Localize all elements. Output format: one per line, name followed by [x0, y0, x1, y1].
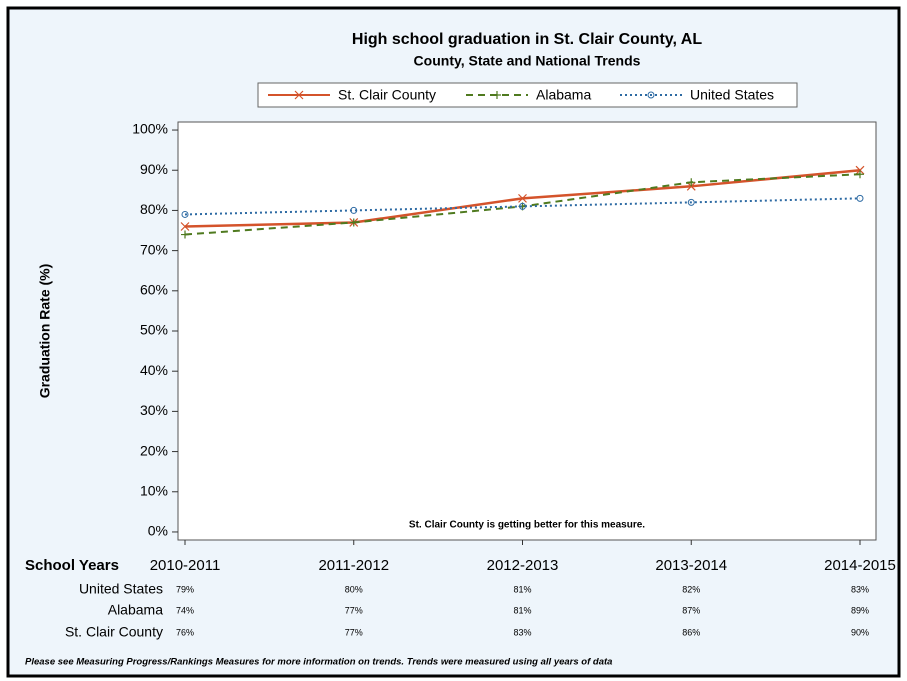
- table-cell: 81%: [513, 605, 531, 615]
- table-cell: 82%: [682, 584, 700, 594]
- table-cell: 89%: [851, 605, 869, 615]
- table-cell: 80%: [345, 584, 363, 594]
- footnote: Please see Measuring Progress/Rankings M…: [25, 657, 612, 668]
- marker: [493, 91, 501, 99]
- x-tick-label: 2010-2011: [150, 557, 221, 574]
- table-cell: 83%: [851, 584, 869, 594]
- y-tick-label: 40%: [140, 362, 168, 378]
- chart-subtitle: County, State and National Trends: [414, 53, 641, 69]
- legend-label: Alabama: [536, 87, 591, 103]
- chart-title: High school graduation in St. Clair Coun…: [352, 31, 702, 48]
- y-tick-label: 30%: [140, 402, 168, 418]
- marker: [180, 222, 190, 231]
- table-cell: 86%: [682, 627, 700, 637]
- marker: [181, 210, 189, 218]
- y-tick-label: 90%: [140, 161, 168, 177]
- legend-label: St. Clair County: [338, 87, 436, 103]
- x-tick-label: 2011-2012: [318, 557, 389, 574]
- y-axis-label: Graduation Rate (%): [37, 264, 53, 399]
- table-cell: 74%: [176, 605, 194, 615]
- table-row-label: Alabama: [108, 602, 163, 618]
- y-tick-label: 70%: [140, 241, 168, 257]
- y-tick-label: 60%: [140, 282, 168, 298]
- x-tick-label: 2013-2014: [655, 557, 727, 574]
- legend-label: United States: [690, 87, 774, 103]
- table-cell: 87%: [682, 605, 700, 615]
- marker: [519, 202, 526, 210]
- table-row-label: United States: [79, 581, 163, 597]
- table-cell: 79%: [176, 584, 194, 594]
- x-tick-label: 2012-2013: [487, 557, 559, 574]
- marker: [349, 218, 358, 227]
- marker: [687, 178, 696, 187]
- marker: [518, 193, 527, 203]
- table-cell: 83%: [513, 627, 531, 637]
- table-cell: 76%: [176, 627, 194, 637]
- y-tick-label: 20%: [140, 442, 168, 458]
- table-cell: 90%: [851, 627, 869, 637]
- x-tick-label: 2014-2015: [824, 557, 896, 574]
- y-tick-label: 80%: [140, 201, 168, 217]
- table-cell: 77%: [345, 605, 363, 615]
- marker: [294, 90, 304, 100]
- marker: [181, 230, 189, 239]
- marker: [856, 170, 864, 179]
- table-row-label: St. Clair County: [65, 624, 163, 640]
- y-tick-label: 50%: [140, 322, 168, 338]
- marker: [350, 206, 358, 214]
- table-cell: 77%: [345, 627, 363, 637]
- y-tick-label: 100%: [132, 121, 168, 137]
- annotation: St. Clair County is getting better for t…: [409, 520, 645, 531]
- marker: [855, 165, 865, 175]
- plot-area: [177, 121, 877, 541]
- marker: [856, 194, 864, 202]
- table-header: School Years: [25, 557, 119, 574]
- y-tick-label: 10%: [140, 482, 168, 498]
- table-cell: 81%: [513, 584, 531, 594]
- marker: [687, 198, 695, 206]
- y-tick-label: 0%: [148, 523, 168, 539]
- marker: [647, 91, 655, 99]
